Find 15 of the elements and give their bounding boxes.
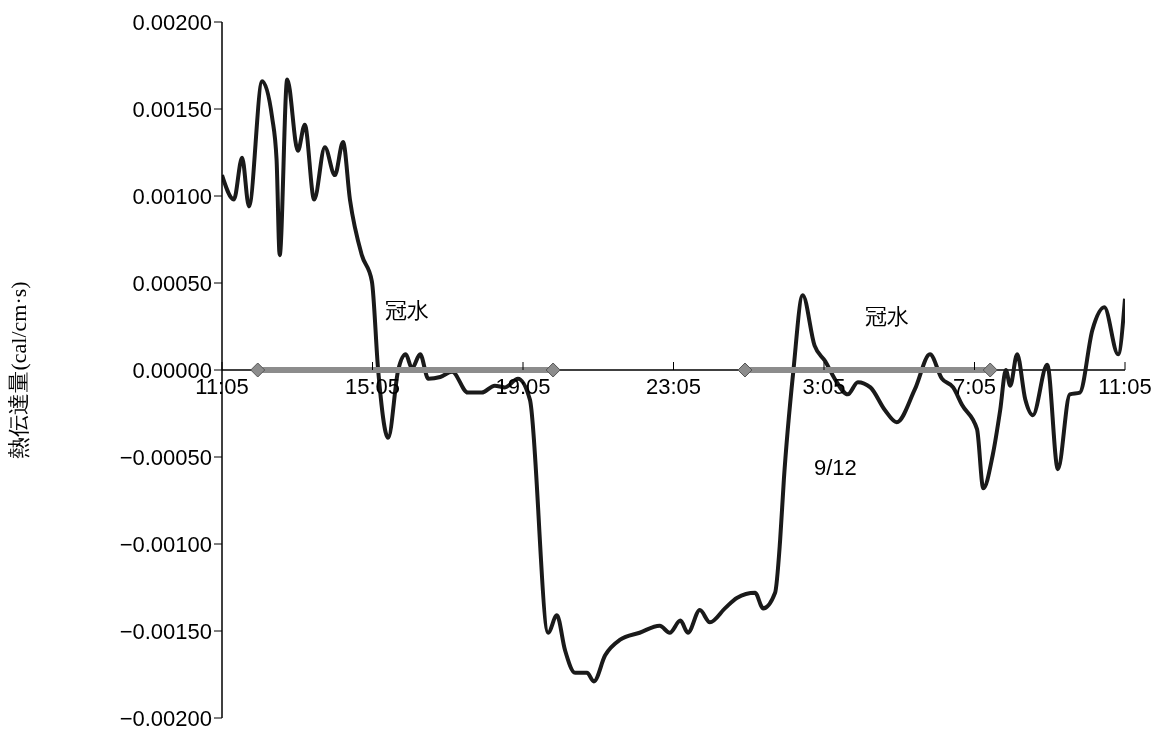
y-tick-label: 0.00050: [132, 270, 212, 296]
x-tick-label: 11:05: [1098, 374, 1152, 399]
annotation: 冠水: [865, 304, 909, 330]
y-tick-label: −0.00150: [119, 618, 212, 644]
y-tick-label: −0.00200: [119, 705, 212, 731]
y-tick-label: −0.00100: [119, 531, 212, 557]
x-tick-label: 23:05: [645, 374, 702, 399]
annotation: 冠水: [385, 298, 429, 324]
y-tick-label: −0.00050: [119, 444, 212, 470]
y-tick-label: 0.00150: [132, 96, 212, 122]
y-axis-title: 熱伝達量(cal/cm·s): [5, 281, 31, 459]
y-tick-label: 0.00100: [132, 183, 212, 209]
annotation: 9/12: [814, 455, 857, 481]
x-tick-label: 7:05: [953, 374, 996, 399]
y-tick-label: 0.00200: [132, 9, 212, 35]
